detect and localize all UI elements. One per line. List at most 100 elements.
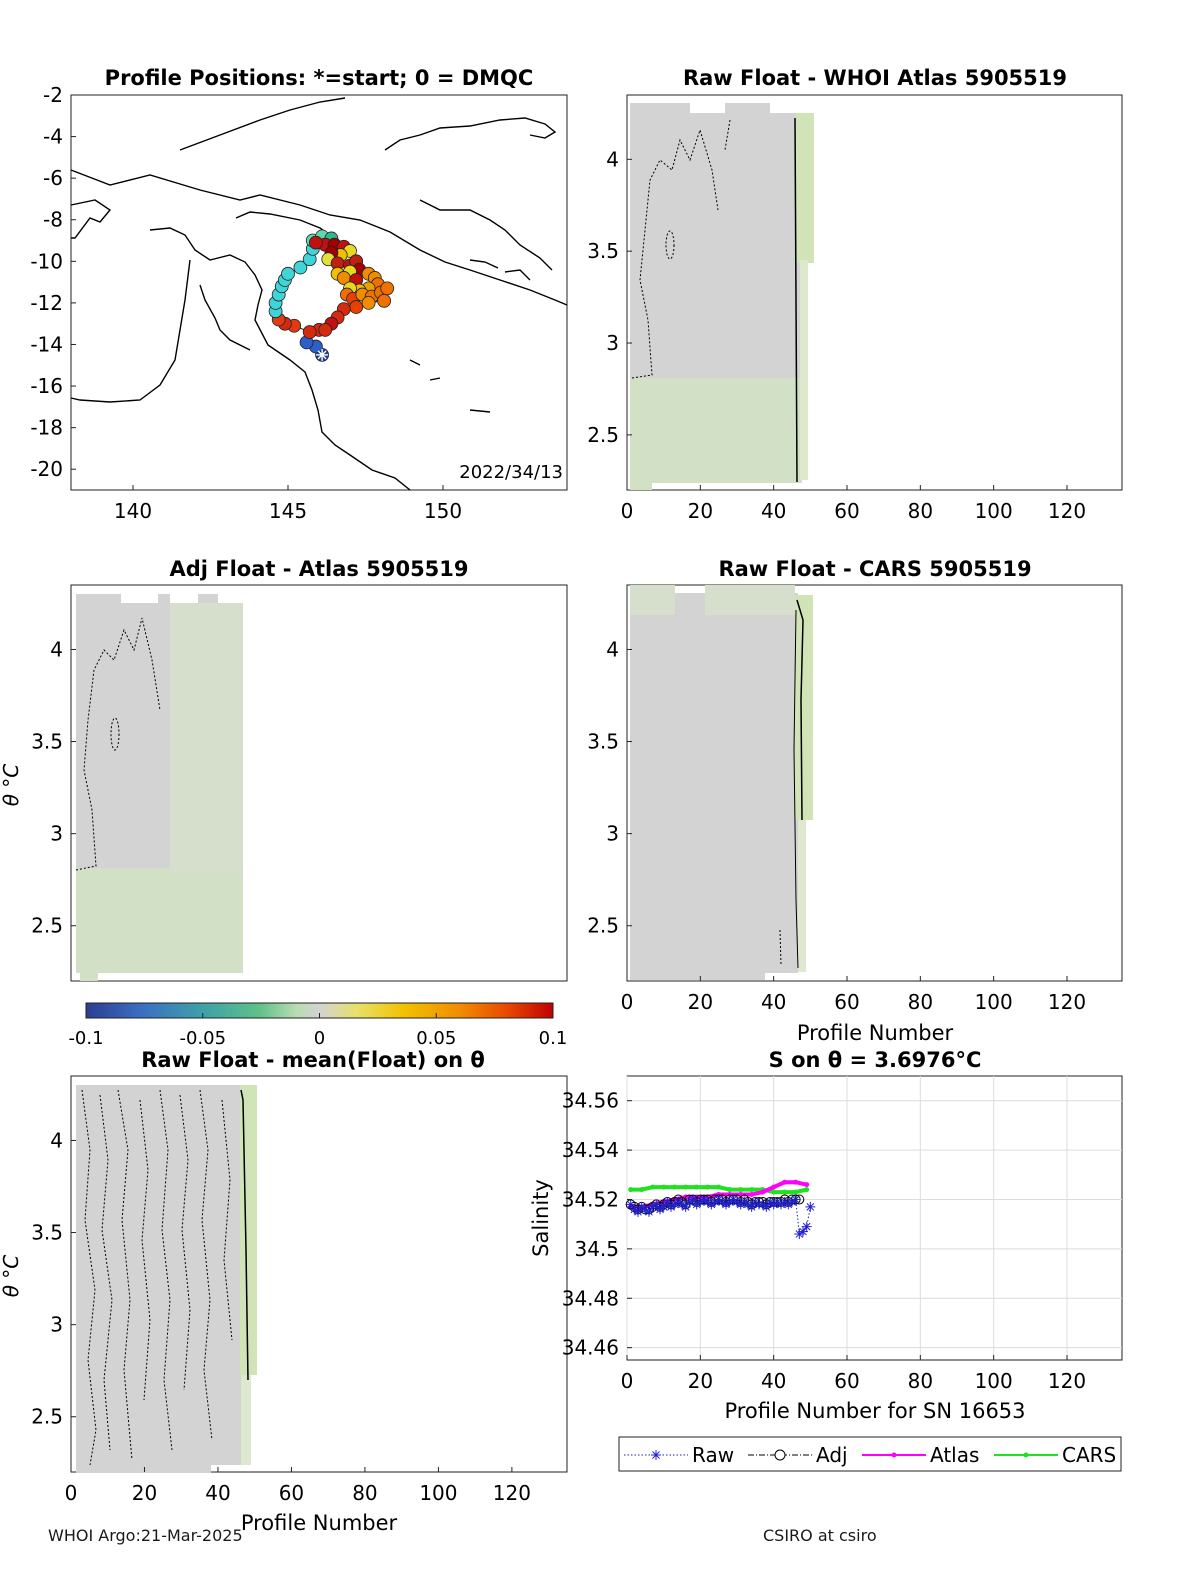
x-tick-label: 40	[761, 499, 786, 523]
raw-point	[801, 1221, 812, 1232]
x-tick-label: 40	[761, 990, 786, 1014]
raw-point-stroke	[718, 1198, 727, 1206]
y-tick-label: -16	[30, 374, 63, 398]
profile-marker	[281, 266, 295, 281]
raw-point-stroke	[641, 1205, 650, 1214]
y-tick-label: 3.5	[31, 730, 63, 754]
atlas-point	[771, 1184, 777, 1190]
atlas-raw-panel: Raw Float - WHOI Atlas 5905519 0 20 40 60 80…	[587, 66, 1123, 523]
colorbar-tick-label: -0.1	[68, 1028, 103, 1049]
salinity-plot-area	[626, 1075, 1123, 1361]
y-tick-label: 2.5	[31, 1405, 63, 1429]
y-tick-label: 4	[50, 1128, 63, 1152]
x-tick-label: 60	[279, 1481, 304, 1505]
mean-xlabel: Profile Number	[241, 1511, 398, 1535]
raw-point-stroke	[766, 1198, 774, 1206]
raw-point-stroke	[663, 1198, 672, 1206]
profile-marker	[361, 295, 376, 310]
raw-point-stroke	[714, 1195, 723, 1204]
x-tick-label: 80	[908, 499, 933, 523]
raw-point-stroke	[637, 1203, 646, 1211]
y-tick-label: 4	[606, 147, 619, 171]
cars-point	[782, 1189, 788, 1195]
atlas-point	[760, 1189, 766, 1195]
x-tick-label: 140	[114, 499, 152, 523]
x-tick-label: 20	[688, 1369, 713, 1393]
y-tick-label: -8	[43, 208, 63, 232]
cars-point	[705, 1184, 711, 1190]
mean-panel: Raw Float - mean(Float) on θ 0 20 40 60 80 10…	[0, 1048, 568, 1535]
y-tick-label: 34.52	[562, 1187, 619, 1211]
legend-item-raw: Raw	[624, 1443, 734, 1467]
atlas-point	[782, 1179, 788, 1185]
cars-point	[804, 1187, 810, 1193]
y-tick-label: 3.5	[31, 1221, 63, 1245]
raw-point-stroke	[799, 1227, 807, 1236]
raw-point-stroke	[630, 1205, 639, 1214]
legend-label: Atlas	[930, 1443, 979, 1467]
x-tick-label: 0	[621, 1369, 634, 1393]
raw-point-stroke	[729, 1195, 738, 1204]
y-tick-label: 2.5	[587, 914, 619, 938]
series-raw	[625, 1194, 816, 1240]
profile-marker	[308, 235, 323, 250]
cars-raw-y-ticks: 2.5 3 3.5 4	[587, 637, 632, 938]
cars-point	[661, 1184, 667, 1190]
cars-raw-field	[630, 585, 813, 980]
raw-point-stroke	[700, 1195, 708, 1204]
x-tick-label: 20	[688, 990, 713, 1014]
footer-left: WHOI Argo:21-Mar-2025	[48, 1526, 243, 1545]
raw-point-stroke	[674, 1198, 683, 1206]
y-tick-label: 3.5	[587, 730, 619, 754]
colorbar-ticks: -0.1 -0.05 0 0.05 0.1	[68, 1013, 567, 1049]
y-tick-label: 3	[606, 331, 619, 355]
map-panel: Profile Positions: *=start; 0 = DMQC 202…	[30, 66, 568, 523]
series-cars	[628, 1184, 810, 1195]
colorbar-tick-label: -0.05	[179, 1028, 226, 1049]
salinity-x-ticks: 0 20 40 60 80 100 120	[621, 1355, 1086, 1393]
y-tick-label: 3.5	[587, 239, 619, 263]
cars-point	[683, 1184, 689, 1190]
raw-point	[644, 1206, 654, 1217]
x-tick-label: 20	[688, 499, 713, 523]
salinity-xlabel: Profile Number for SN 16653	[724, 1399, 1025, 1423]
cars-point	[771, 1189, 777, 1195]
y-tick-label: -6	[43, 166, 63, 190]
raw-point-stroke	[659, 1203, 668, 1211]
profile-marker	[318, 323, 333, 337]
x-tick-label: 60	[834, 990, 859, 1014]
y-tick-label: -18	[30, 416, 63, 440]
salinity-legend: Raw Adj Atlas CARS	[618, 1436, 1122, 1472]
y-tick-label: 3	[606, 822, 619, 846]
y-tick-label: 2.5	[587, 423, 619, 447]
y-tick-label: -2	[43, 83, 63, 107]
atlas-adj-ylabel: θ °C	[0, 764, 23, 807]
x-tick-label: 100	[419, 1481, 457, 1505]
salinity-panel: S on θ = 3.6976°C 0 20 40 60 80 100 120 34.463…	[529, 1048, 1123, 1472]
raw-point-stroke	[703, 1198, 712, 1206]
legend-marker	[1023, 1452, 1029, 1458]
map-plot-area	[70, 94, 568, 491]
colorbar-tick-label: 0.05	[416, 1028, 456, 1049]
colorbar-tick-label: 0	[314, 1028, 325, 1049]
y-tick-label: 34.54	[562, 1138, 619, 1162]
raw-point-stroke	[681, 1203, 690, 1211]
cars-point	[672, 1184, 678, 1190]
x-tick-label: 120	[1048, 499, 1086, 523]
y-tick-label: 34.48	[562, 1286, 619, 1310]
atlas-adj-panel: Adj Float - Atlas 5905519 2.5 3 3.5 4 θ °C	[0, 557, 568, 982]
y-tick-label: 3	[50, 1313, 63, 1337]
x-tick-label: 145	[269, 499, 307, 523]
cars-raw-panel: Raw Float - CARS 5905519 0 20 40 60 80 100 120…	[587, 557, 1123, 1045]
raw-point-stroke	[652, 1200, 661, 1209]
map-annotation: 2022/34/13	[459, 462, 563, 483]
x-tick-label: 80	[908, 990, 933, 1014]
y-tick-label: -20	[30, 457, 63, 481]
raw-point-stroke	[806, 1203, 815, 1211]
cars-point	[793, 1189, 799, 1195]
raw-point	[805, 1201, 816, 1212]
cars-point	[650, 1184, 656, 1190]
raw-point-stroke	[791, 1195, 800, 1204]
mean-title: Raw Float - mean(Float) on θ	[141, 1048, 485, 1072]
